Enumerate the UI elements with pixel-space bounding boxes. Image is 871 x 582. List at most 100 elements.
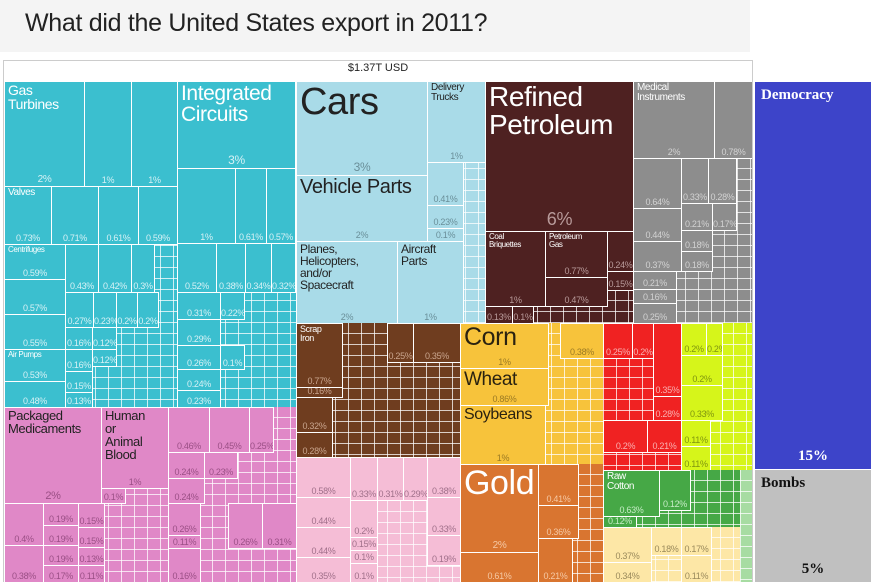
treemap-cell[interactable]: 0.24% bbox=[168, 452, 205, 479]
treemap-cell[interactable]: 0.15% bbox=[78, 527, 105, 548]
treemap-cell[interactable]: 0.42% bbox=[98, 244, 132, 293]
treemap-cell[interactable]: 0.25% bbox=[249, 407, 274, 453]
treemap-cell[interactable]: Medical Instruments 2% bbox=[633, 81, 715, 159]
treemap-cell[interactable]: 0.13% bbox=[485, 306, 513, 323]
treemap-cell[interactable]: 0.3% bbox=[131, 244, 155, 293]
treemap-cell[interactable]: Vehicle Parts 2% bbox=[296, 175, 428, 242]
treemap-cell[interactable]: 0.25% bbox=[387, 323, 414, 363]
treemap-cell[interactable]: Integrated Circuits 3% bbox=[177, 81, 296, 169]
treemap-cell[interactable]: 0.16% bbox=[168, 548, 201, 582]
treemap-cell[interactable]: Wheat 0.86% bbox=[460, 368, 549, 406]
treemap-cell[interactable]: 0.35% bbox=[296, 557, 351, 582]
treemap-cell[interactable]: 0.31% bbox=[262, 503, 296, 549]
treemap-cell[interactable]: Petroleum Gas 0.77% bbox=[545, 231, 608, 278]
treemap-cell[interactable]: 0.11% bbox=[681, 555, 712, 582]
treemap-cell[interactable]: 0.2% bbox=[350, 500, 378, 538]
treemap-cell[interactable]: 0.4% bbox=[4, 503, 44, 546]
treemap-cell[interactable]: 0.1% bbox=[427, 228, 464, 242]
treemap-cell[interactable]: 0.37% bbox=[633, 241, 682, 272]
treemap-cell[interactable]: 0.26% bbox=[177, 345, 221, 370]
treemap-cell[interactable]: Gas Turbines 2% bbox=[4, 81, 85, 187]
treemap-cell[interactable]: 0.59% bbox=[138, 186, 178, 245]
treemap-cell[interactable]: Planes, Helicopters, and/or Spacecraft 2% bbox=[296, 241, 398, 323]
treemap-cell[interactable]: 0.23% bbox=[204, 452, 238, 479]
treemap-cell[interactable]: 0.61% bbox=[460, 552, 539, 582]
treemap-cell[interactable]: 0.38% bbox=[427, 457, 460, 498]
treemap-cell[interactable]: 0.22% bbox=[220, 292, 245, 320]
treemap-cell[interactable]: 0.16% bbox=[65, 327, 93, 350]
treemap-cell[interactable]: 0.24% bbox=[168, 478, 205, 504]
treemap-cell[interactable]: 0.25% bbox=[633, 303, 677, 323]
treemap-cell[interactable]: Cars 3% bbox=[296, 81, 428, 176]
treemap-cell[interactable]: 0.78% bbox=[714, 81, 752, 159]
treemap-cell[interactable]: 0.13% bbox=[65, 392, 93, 407]
treemap-cell[interactable]: 0.19% bbox=[43, 525, 79, 546]
treemap-cell[interactable]: 0.1% bbox=[350, 563, 378, 582]
treemap-cell[interactable]: 0.33% bbox=[350, 457, 378, 501]
treemap-cell[interactable]: 0.36% bbox=[538, 505, 579, 539]
treemap-cell[interactable]: Delivery Trucks 1% bbox=[427, 81, 485, 163]
treemap-cell[interactable]: 0.44% bbox=[296, 497, 351, 528]
treemap-cell[interactable]: 0.11% bbox=[168, 535, 201, 549]
treemap-cell[interactable]: Gold 2% bbox=[460, 464, 539, 553]
treemap-cell[interactable]: 0.64% bbox=[633, 158, 682, 209]
treemap-cell[interactable]: 0.33% bbox=[681, 158, 709, 204]
treemap-cell[interactable]: 0.18% bbox=[681, 230, 713, 252]
treemap-cell[interactable]: 0.15% bbox=[78, 503, 105, 528]
treemap-cell[interactable]: 0.46% bbox=[168, 407, 210, 453]
treemap-cell[interactable]: 0.33% bbox=[681, 385, 723, 421]
treemap-cell[interactable]: 0.38% bbox=[560, 323, 603, 359]
treemap-cell[interactable]: 0.21% bbox=[538, 538, 573, 582]
treemap-cell[interactable]: 0.28% bbox=[296, 432, 333, 457]
treemap-cell[interactable]: Scrap Iron 0.77% bbox=[296, 323, 343, 388]
treemap-cell[interactable]: 0.21% bbox=[647, 420, 681, 453]
treemap-cell[interactable]: Air Pumps 0.53% bbox=[4, 349, 66, 382]
treemap-cell[interactable]: 0.13% bbox=[78, 547, 105, 566]
treemap-cell[interactable]: 0.1% bbox=[350, 550, 378, 564]
treemap-cell[interactable]: 0.31% bbox=[377, 457, 404, 501]
treemap-cell[interactable]: 0.25% bbox=[603, 323, 633, 359]
treemap-cell[interactable]: 0.19% bbox=[43, 545, 79, 566]
treemap-cell[interactable]: 0.45% bbox=[209, 407, 250, 453]
treemap-cell[interactable]: 0.27% bbox=[65, 292, 94, 328]
treemap-cell[interactable]: 0.41% bbox=[538, 464, 579, 506]
treemap-cell[interactable]: 0.26% bbox=[168, 503, 201, 536]
treemap-cell[interactable]: 0.26% bbox=[228, 503, 263, 549]
treemap-cell[interactable]: Democracy 15% bbox=[754, 81, 871, 469]
treemap-cell[interactable]: 0.24% bbox=[607, 231, 633, 272]
treemap-cell[interactable]: 0.2% bbox=[706, 323, 723, 356]
treemap-cell[interactable]: Bombs 5% bbox=[754, 469, 871, 582]
treemap-cell[interactable]: 0.2% bbox=[603, 420, 648, 453]
treemap-cell[interactable]: 0.19% bbox=[427, 535, 460, 566]
treemap-cell[interactable]: 0.44% bbox=[296, 527, 351, 558]
treemap-cell[interactable]: 0.61% bbox=[98, 186, 139, 245]
treemap-cell[interactable]: 0.48% bbox=[4, 381, 66, 407]
treemap-cell[interactable]: 0.16% bbox=[65, 349, 93, 372]
treemap-cell[interactable]: 0.33% bbox=[427, 497, 460, 536]
treemap-cell[interactable]: 0.71% bbox=[51, 186, 99, 245]
treemap-cell[interactable]: 0.18% bbox=[681, 251, 713, 272]
treemap-cell[interactable]: 0.12% bbox=[92, 327, 117, 350]
treemap-cell[interactable]: 0.34% bbox=[245, 243, 272, 293]
treemap-cell[interactable]: Human or Animal Blood 1% bbox=[101, 407, 169, 489]
treemap-cell[interactable]: 0.43% bbox=[65, 244, 99, 293]
treemap-cell[interactable]: 0.11% bbox=[78, 565, 105, 582]
treemap-cell[interactable]: 0.37% bbox=[603, 527, 652, 563]
treemap-cell[interactable]: 0.38% bbox=[216, 243, 246, 293]
treemap-cell[interactable]: 0.29% bbox=[177, 319, 221, 346]
treemap-cell[interactable]: 0.28% bbox=[708, 158, 737, 204]
treemap-cell[interactable]: Packaged Medicaments 2% bbox=[4, 407, 102, 504]
treemap-cell[interactable]: 0.17% bbox=[43, 565, 79, 582]
treemap-cell[interactable]: 0.23% bbox=[93, 292, 117, 328]
treemap-cell[interactable]: 0.41% bbox=[427, 162, 464, 206]
treemap-cell[interactable]: 0.38% bbox=[4, 545, 44, 582]
treemap-cell[interactable]: 0.52% bbox=[177, 243, 217, 293]
treemap-cell[interactable]: Coal Briquettes 1% bbox=[485, 231, 546, 307]
treemap-cell[interactable]: 0.31% bbox=[177, 292, 221, 320]
treemap-cell[interactable]: 0.11% bbox=[681, 446, 711, 470]
treemap-cell[interactable]: 1% bbox=[177, 168, 236, 244]
treemap-cell[interactable]: 0.44% bbox=[633, 208, 682, 242]
treemap-cell[interactable]: 0.16% bbox=[633, 289, 677, 304]
treemap-cell[interactable]: 0.55% bbox=[4, 314, 66, 350]
treemap-cell[interactable]: Centrifuges 0.59% bbox=[4, 244, 66, 280]
